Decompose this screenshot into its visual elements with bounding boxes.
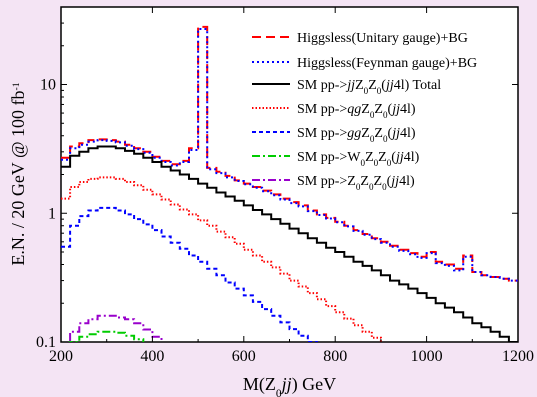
y-axis-title: E.N. / 20 GeV @ 100 fb-1	[8, 82, 28, 265]
series-line-4	[61, 176, 382, 342]
series-line-3	[61, 145, 518, 342]
y-tick-label: 1	[48, 205, 56, 222]
series-line-2	[61, 28, 518, 282]
legend-label-2: Higgsless(Feynman gauge)+BG	[297, 56, 477, 71]
legend-label-1: Higgsless(Unitary gauge)+BG	[297, 31, 468, 46]
legend: Higgsless(Unitary gauge)+BG Higgsless(Fey…	[252, 31, 477, 192]
x-tick-label: 800	[323, 348, 347, 365]
x-tick-label: 1000	[411, 348, 443, 365]
legend-label-7: SM pp->Z0Z0Z0(jj4l)	[297, 174, 415, 192]
axis-ticks: 200 400 600 800 1000 1200 0.1 1 10	[36, 6, 534, 365]
legend-label-5: SM pp->ggZ0Z0(jj4l)	[297, 126, 416, 144]
x-tick-label: 400	[140, 348, 164, 365]
series-line-5	[61, 206, 318, 342]
x-axis-title: M(Z0jj) GeV	[243, 374, 336, 397]
x-tick-label: 200	[49, 348, 73, 365]
y-tick-label: 10	[40, 77, 56, 94]
series-layer	[61, 25, 518, 342]
legend-label-6: SM pp->W0Z0Z0(jj4l)	[297, 150, 420, 168]
x-tick-label: 600	[232, 348, 256, 365]
x-tick-label: 1200	[502, 348, 534, 365]
plot-area	[60, 6, 519, 343]
legend-label-3: SM pp->jjZ0Z0(jj4l) Total	[297, 78, 441, 96]
legend-label-4: SM pp->qgZ0Z0(jj4l)	[297, 102, 416, 120]
y-tick-label: 0.1	[36, 334, 56, 351]
